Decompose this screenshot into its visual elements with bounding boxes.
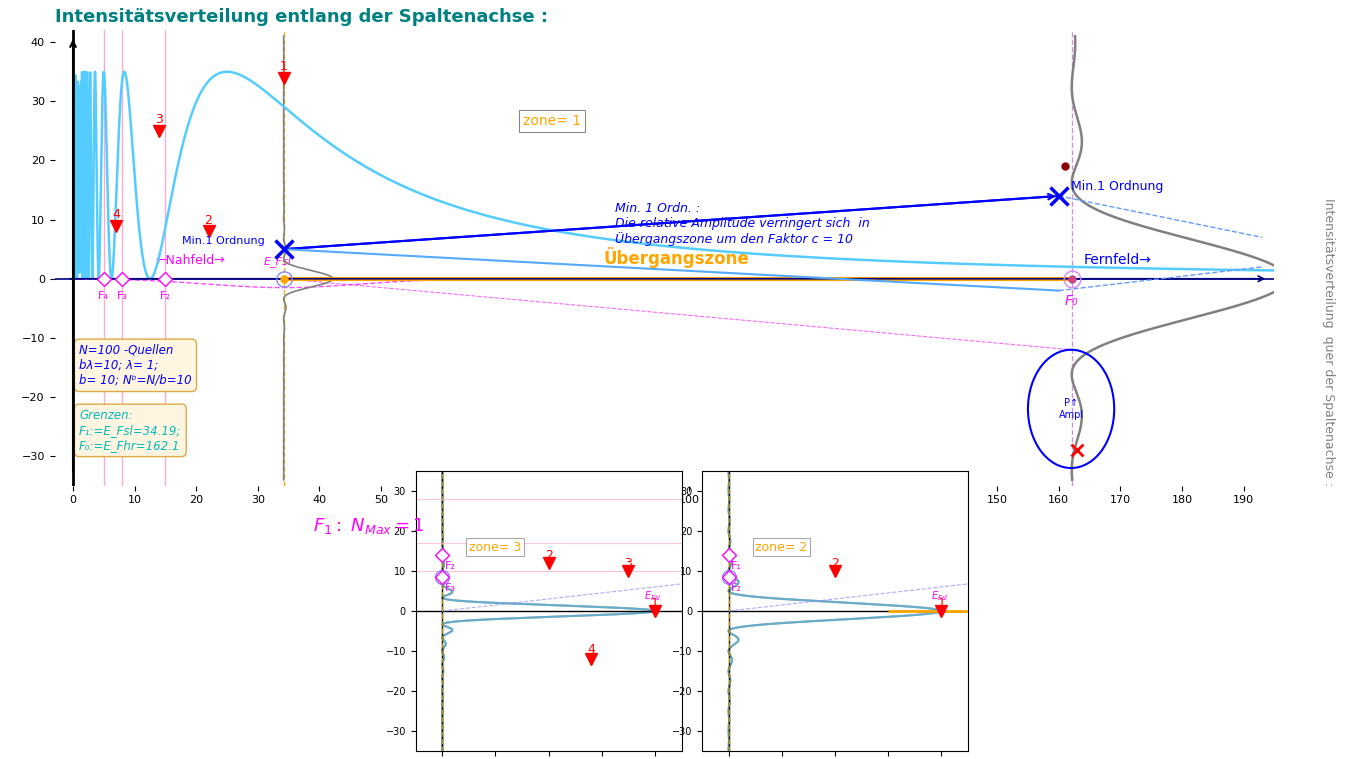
Text: F₂: F₂: [159, 291, 170, 301]
Text: F₁: F₁: [731, 561, 741, 571]
Text: $E_{Fsl}$: $E_{Fsl}$: [931, 589, 949, 603]
Text: Übergangszone: Übergangszone: [604, 247, 750, 268]
Text: 1: 1: [938, 597, 945, 610]
Text: F₂: F₂: [731, 583, 741, 593]
Text: N=100 -Quellen
bλ=10; λ= 1;
b= 10; Nᵇ=N/b=10: N=100 -Quellen bλ=10; λ= 1; b= 10; Nᵇ=N/…: [79, 344, 192, 387]
Text: 4: 4: [587, 643, 596, 656]
Text: $F_3 :\ N_{Max} = 3$: $F_3 :\ N_{Max} = 3$: [427, 757, 522, 759]
Text: 4: 4: [112, 208, 120, 221]
Text: $E_{Fsl}$: $E_{Fsl}$: [645, 589, 662, 603]
Text: 2: 2: [204, 214, 213, 227]
Text: 2: 2: [545, 549, 552, 562]
Text: Grenzen:
F₁:=E_Fsl=34.19;
F₀:=E_Fhr=162.1: Grenzen: F₁:=E_Fsl=34.19; F₀:=E_Fhr=162.…: [79, 409, 181, 452]
Text: 2: 2: [831, 557, 838, 570]
Text: F₄: F₄: [98, 291, 109, 301]
Text: P↑
Ampl: P↑ Ampl: [1059, 398, 1084, 420]
Text: 3: 3: [155, 113, 164, 126]
Text: Intensitätsverteilung entlang der Spaltenachse :: Intensitätsverteilung entlang der Spalte…: [55, 8, 548, 26]
Text: Intensitätsverteilung  quer der Spaltenachse :: Intensitätsverteilung quer der Spaltenac…: [1322, 197, 1336, 486]
Text: Fernfeld→: Fernfeld→: [1084, 253, 1152, 267]
Text: zone= 2: zone= 2: [755, 541, 807, 554]
Text: 1: 1: [279, 60, 288, 73]
Text: 1: 1: [652, 597, 658, 610]
Text: Min.1 Ordnung: Min.1 Ordnung: [183, 236, 266, 246]
Text: F₃: F₃: [444, 583, 457, 593]
Text: F₂: F₂: [444, 561, 455, 571]
Text: $F_2 :\ N_{Max} = 2$: $F_2 :\ N_{Max} = 2$: [713, 757, 807, 759]
Text: zone= 1: zone= 1: [523, 114, 581, 128]
Text: E_Fsl: E_Fsl: [264, 256, 292, 267]
Text: zone= 3: zone= 3: [469, 541, 521, 554]
Text: F₀: F₀: [1065, 294, 1078, 307]
Text: $F_1 :\ N_{Max} = 1$: $F_1 :\ N_{Max} = 1$: [313, 516, 425, 537]
Text: Min. 1 Ordn. :
Die relative Amplitude verringert sich  in
Übergangszone um den F: Min. 1 Ordn. : Die relative Amplitude ve…: [615, 202, 870, 246]
Text: ←Nahfeld→: ←Nahfeld→: [155, 254, 225, 267]
Text: Min.1 Ordnung: Min.1 Ordnung: [1071, 180, 1164, 193]
Text: F₃: F₃: [117, 291, 128, 301]
Text: 3: 3: [624, 557, 632, 570]
